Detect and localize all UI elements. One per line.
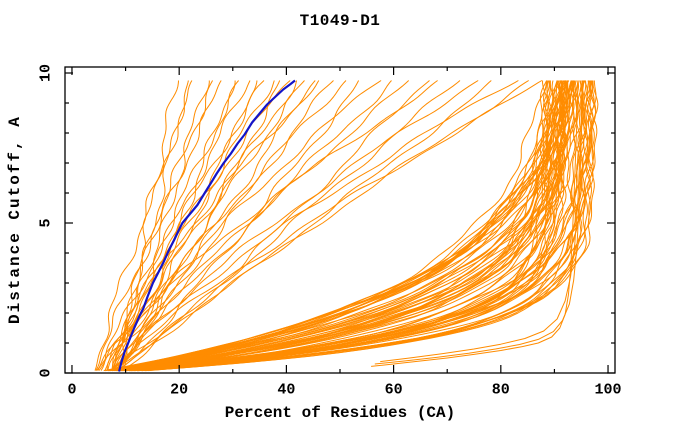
model-curve [122, 80, 564, 372]
model-curve [113, 80, 574, 372]
model-curve [111, 80, 492, 372]
y-tick-label: 5 [38, 218, 55, 227]
model-curve [112, 80, 479, 371]
model-curve [109, 80, 565, 372]
model-curve [128, 80, 561, 372]
y-tick-label: 0 [38, 368, 55, 377]
model-curve [125, 80, 569, 372]
model-curve [115, 80, 305, 371]
plot-title: T1049-D1 [299, 12, 381, 30]
model-curve [106, 80, 214, 371]
model-curve [122, 80, 563, 372]
outlier-model-curve [380, 80, 583, 363]
model-curve [104, 80, 320, 371]
model-curve [138, 80, 585, 372]
x-tick-label: 20 [170, 382, 188, 399]
model-curve [105, 80, 551, 372]
model-curve [115, 80, 410, 371]
y-tick-label: 10 [38, 64, 55, 82]
model-curve [146, 80, 592, 372]
model-curve [118, 80, 558, 372]
x-tick-label: 40 [277, 382, 295, 399]
model-curve [110, 80, 529, 371]
model-curve [100, 80, 251, 371]
model-curve [116, 80, 236, 371]
model-curve [115, 80, 316, 371]
model-curve [139, 80, 594, 372]
outlier-model-curve [371, 80, 579, 367]
model-curve [136, 80, 566, 372]
model-curves-group [94, 79, 599, 372]
model-curve [121, 80, 563, 372]
model-curve [142, 80, 569, 372]
axis-ticks [65, 67, 615, 374]
model-curve [115, 80, 334, 371]
x-tick-label: 100 [595, 382, 622, 399]
model-curve [95, 80, 222, 371]
model-curve [133, 80, 586, 372]
model-curve [116, 80, 548, 372]
model-curve [118, 80, 558, 372]
x-axis-title: Percent of Residues (CA) [224, 404, 456, 422]
x-tick-label: 80 [492, 382, 510, 399]
model-curve [122, 80, 461, 372]
x-tick-label: 0 [67, 382, 76, 399]
model-curve [114, 80, 291, 371]
model-curve [116, 80, 519, 371]
model-curve [116, 80, 597, 372]
model-curve [141, 80, 588, 372]
model-curve [109, 80, 543, 371]
model-curve [96, 80, 392, 371]
highlighted-model-curve [118, 79, 296, 372]
model-curve [131, 80, 575, 372]
model-curve [98, 80, 298, 371]
x-tick-label: 60 [385, 382, 403, 399]
model-curve [94, 80, 193, 371]
model-curve [148, 80, 599, 372]
model-curve [116, 80, 564, 372]
model-curve [111, 80, 189, 371]
model-curve [113, 80, 265, 371]
outlier-model-curve [374, 80, 584, 365]
